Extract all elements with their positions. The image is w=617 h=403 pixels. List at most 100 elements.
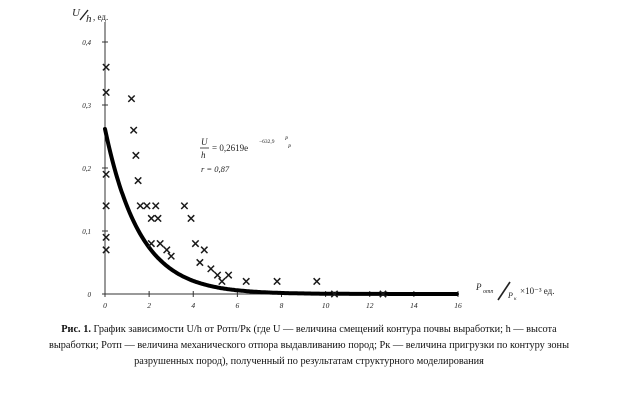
x-tick-label: 6 — [236, 301, 240, 310]
data-point — [200, 246, 209, 254]
data-point — [152, 202, 160, 210]
data-point — [102, 246, 110, 254]
data-point-stroke — [218, 277, 226, 286]
equation-exponent: −632,9 — [259, 139, 275, 145]
x-tick-label: 2 — [147, 301, 151, 310]
data-point-stroke — [152, 202, 160, 210]
data-point-stroke — [127, 94, 136, 103]
caption-text: График зависимости U/h от Pотп/Pк (где U… — [48, 324, 569, 367]
y-axis-label-sub: h — [86, 13, 92, 25]
data-point-stroke — [196, 258, 204, 267]
data-point — [242, 277, 250, 286]
x-tick-label: 0 — [103, 301, 107, 310]
equation-rhs: = 0,2619e — [212, 143, 248, 153]
data-point — [143, 202, 151, 210]
x-tick-label: 8 — [280, 301, 284, 310]
chart-marks — [102, 63, 459, 298]
data-point — [213, 271, 222, 279]
data-point-stroke — [191, 239, 200, 248]
data-point — [273, 277, 281, 286]
data-point — [129, 126, 138, 134]
data-point — [102, 233, 110, 242]
data-point — [102, 88, 110, 97]
fitted-curve — [103, 127, 459, 296]
data-point — [379, 290, 387, 298]
data-point-stroke — [163, 246, 171, 254]
data-point — [163, 246, 171, 254]
data-point-stroke — [167, 252, 175, 260]
y-tick-label: 0,4 — [82, 39, 91, 47]
data-point-stroke — [273, 277, 281, 286]
y-tick-label: 0,3 — [82, 102, 91, 110]
data-point — [313, 277, 321, 286]
x-axis-label-denominator: P — [507, 291, 513, 300]
data-point-stroke — [132, 151, 140, 160]
data-point — [218, 277, 226, 286]
data-point-stroke — [143, 202, 151, 210]
x-tick-label: 4 — [191, 301, 195, 310]
data-point — [224, 271, 233, 279]
data-point-stroke — [102, 246, 110, 254]
data-point-stroke — [102, 170, 110, 179]
data-point-stroke — [379, 290, 387, 298]
x-axis-label-numerator: P — [475, 282, 482, 292]
x-tick-label: 14 — [410, 301, 418, 310]
equation-lhs-denominator: h — [201, 150, 206, 160]
x-tick-label: 10 — [322, 301, 330, 310]
data-point-stroke — [200, 246, 209, 254]
data-point — [102, 202, 110, 210]
data-point-stroke — [102, 63, 110, 71]
data-point — [136, 202, 145, 210]
data-point-stroke — [136, 202, 145, 210]
equation-exponent-num: P — [284, 137, 288, 142]
x-axis-label-slash — [497, 281, 511, 301]
y-tick-label: 0,1 — [82, 228, 91, 236]
x-tick-label: 12 — [366, 301, 374, 310]
data-point — [187, 214, 195, 223]
y-tick-label: 0,2 — [82, 165, 91, 173]
data-point — [127, 94, 136, 103]
data-point — [167, 252, 175, 260]
data-point — [102, 63, 110, 71]
data-point-stroke — [156, 239, 164, 248]
x-tick-label: 16 — [454, 301, 462, 310]
x-axis-label-unit: ×10⁻³ ед. — [520, 286, 554, 296]
data-point-stroke — [242, 277, 250, 286]
data-point-stroke — [213, 271, 222, 279]
data-point-stroke — [154, 214, 162, 223]
caption-label: Рис. 1. — [61, 324, 91, 335]
data-point — [102, 170, 110, 179]
data-point — [156, 239, 164, 248]
data-point-stroke — [102, 233, 110, 242]
equation-exponent-den: P — [287, 145, 291, 150]
y-axis-label-main: U — [72, 7, 81, 19]
data-point-stroke — [207, 265, 215, 273]
y-axis-label-slash — [79, 9, 89, 21]
figure-caption: Рис. 1. График зависимости U/h от Pотп/P… — [36, 322, 582, 370]
data-point-stroke — [147, 239, 156, 248]
data-point — [147, 239, 156, 248]
data-point — [132, 151, 140, 160]
data-point-stroke — [147, 214, 156, 223]
data-point-stroke — [187, 214, 195, 223]
data-point — [134, 176, 142, 185]
data-point — [330, 290, 339, 298]
data-point-stroke — [180, 202, 189, 210]
data-point-stroke — [102, 88, 110, 97]
data-point-stroke — [330, 290, 339, 298]
data-point-stroke — [102, 202, 110, 210]
data-point — [196, 258, 204, 267]
correlation-label: r = 0,87 — [201, 164, 230, 174]
data-point-stroke — [224, 271, 233, 279]
equation-lhs-numerator: U — [201, 137, 208, 147]
x-axis-label-denominator-sub: к — [514, 296, 517, 302]
x-axis-label-numerator-sub: отп — [483, 289, 493, 295]
data-point — [180, 202, 189, 210]
y-axis-label-unit: , ед. — [93, 12, 108, 22]
data-point — [207, 265, 215, 273]
data-point-stroke — [129, 126, 138, 134]
data-point — [147, 214, 156, 223]
data-point-stroke — [313, 277, 321, 286]
